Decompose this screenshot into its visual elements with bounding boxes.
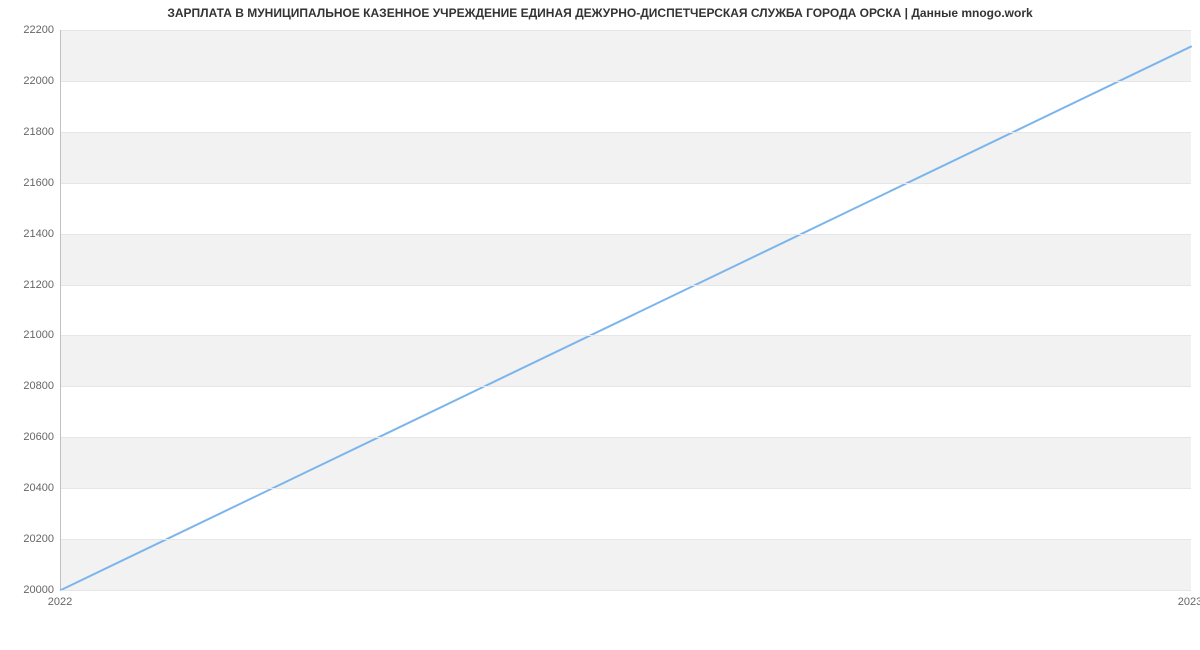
x-tick-label: 2023	[1178, 596, 1200, 608]
y-gridline	[61, 488, 1191, 489]
y-tick-label: 20200	[4, 533, 54, 545]
y-tick-label: 21000	[4, 329, 54, 341]
y-gridline	[61, 539, 1191, 540]
x-tick-label: 2022	[48, 596, 72, 608]
y-tick-label: 21400	[4, 228, 54, 240]
y-gridline	[61, 234, 1191, 235]
y-tick-label: 21800	[4, 126, 54, 138]
y-gridline	[61, 183, 1191, 184]
y-gridline	[61, 386, 1191, 387]
y-tick-label: 22200	[4, 24, 54, 36]
series-line-salary	[61, 47, 1191, 590]
y-tick-label: 20800	[4, 380, 54, 392]
y-gridline	[61, 132, 1191, 133]
plot-area	[60, 30, 1191, 591]
y-tick-label: 20600	[4, 431, 54, 443]
y-tick-label: 20400	[4, 482, 54, 494]
y-gridline	[61, 81, 1191, 82]
y-tick-label: 20000	[4, 584, 54, 596]
y-tick-label: 21200	[4, 279, 54, 291]
salary-line-chart: ЗАРПЛАТА В МУНИЦИПАЛЬНОЕ КАЗЕННОЕ УЧРЕЖД…	[0, 0, 1200, 650]
y-gridline	[61, 590, 1191, 591]
line-layer	[61, 30, 1191, 590]
y-tick-label: 22000	[4, 75, 54, 87]
y-gridline	[61, 30, 1191, 31]
y-gridline	[61, 335, 1191, 336]
y-gridline	[61, 437, 1191, 438]
chart-title: ЗАРПЛАТА В МУНИЦИПАЛЬНОЕ КАЗЕННОЕ УЧРЕЖД…	[0, 6, 1200, 20]
y-gridline	[61, 285, 1191, 286]
y-tick-label: 21600	[4, 177, 54, 189]
